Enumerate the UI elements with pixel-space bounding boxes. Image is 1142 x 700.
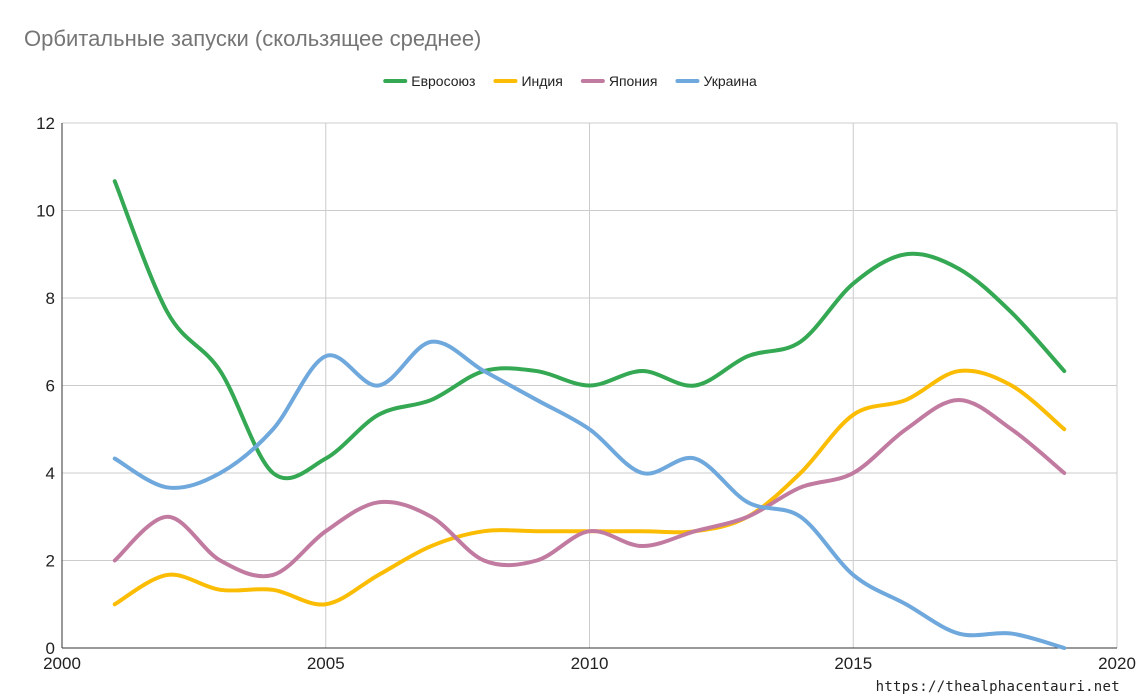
x-tick-label: 2005 [307, 654, 345, 673]
legend-label: Украина [703, 73, 757, 89]
series-lines [112, 179, 1067, 650]
legend-item-0: Евросоюз [383, 73, 475, 89]
x-tick-label: 2015 [834, 654, 872, 673]
y-tick-label: 6 [46, 377, 55, 396]
y-tick-label: 0 [46, 639, 55, 658]
watermark-url: https://thealphacentauri.net [875, 679, 1120, 695]
x-tick-label: 2000 [43, 654, 81, 673]
legend-label: Индия [521, 73, 562, 89]
legend-item-3: Украина [675, 73, 757, 89]
y-tick-label: 12 [36, 114, 55, 133]
x-tick-label: 2020 [1098, 654, 1136, 673]
legend-item-1: Индия [493, 73, 563, 89]
chart-title: Орбитальные запуски (скользящее среднее) [24, 26, 481, 51]
series-line-3 [112, 339, 1067, 650]
legend: Евросоюз Индия Япония Украина [383, 73, 757, 89]
y-tick-label: 8 [46, 289, 55, 308]
legend-item-2: Япония [580, 73, 658, 89]
legend-label: Япония [609, 73, 658, 89]
axes [61, 123, 1117, 649]
y-tick-label: 10 [36, 202, 55, 221]
series-line-2 [112, 397, 1067, 579]
series-line-0 [112, 179, 1067, 481]
legend-label: Евросоюз [411, 73, 475, 89]
y-tick-label: 4 [46, 464, 55, 483]
x-tick-label: 2010 [571, 654, 609, 673]
tick-labels: 0 2 4 6 8 10 12 2000 2005 2010 2015 2020 [36, 114, 1136, 673]
y-tick-label: 2 [46, 552, 55, 571]
